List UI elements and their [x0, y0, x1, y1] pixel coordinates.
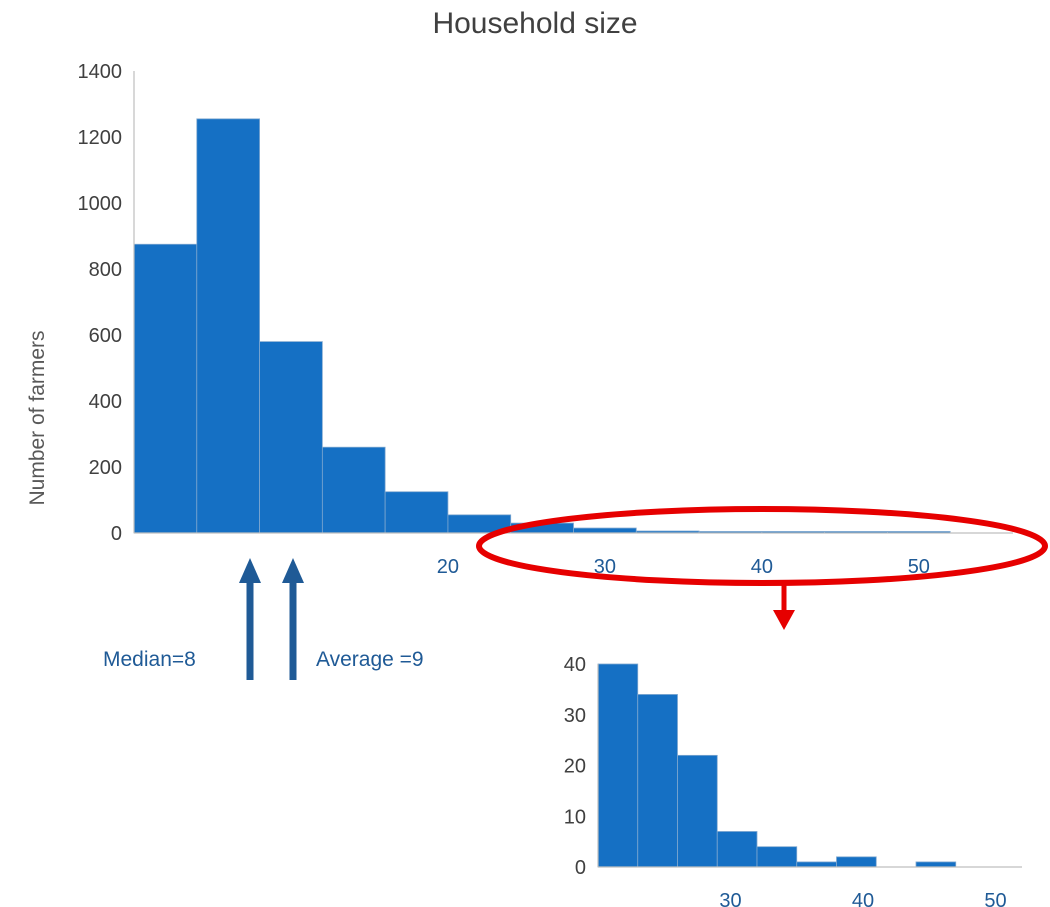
zoom-arrow [773, 583, 795, 630]
main-y-tick-label: 1000 [78, 193, 123, 215]
main-y-tick-label: 0 [111, 523, 122, 545]
main-x-tick-label: 30 [594, 556, 616, 578]
main-x-tick-label: 20 [437, 556, 459, 578]
inset-bar-1 [637, 694, 678, 868]
inset-bar-2 [677, 754, 718, 868]
average-arrow [282, 558, 304, 680]
inset-y-tick-label: 30 [564, 705, 586, 727]
inset-bar-4 [756, 846, 798, 868]
main-bar-7 [573, 527, 637, 534]
main-y-tick-label: 1200 [78, 127, 123, 149]
inset-y-ticks: 0 10 20 30 40 [564, 654, 586, 879]
chart-title: Household size [432, 7, 637, 40]
inset-x-ticks: 30 40 50 [719, 890, 1006, 907]
main-x-ticks: 20 30 40 50 [437, 556, 930, 578]
tail-highlight-ellipse [476, 506, 1048, 586]
inset-x-tick-label: 30 [719, 890, 741, 907]
main-bar-1 [196, 118, 260, 534]
median-label: Median=8 [103, 648, 196, 671]
main-x-tick-label: 40 [751, 556, 773, 578]
inset-y-tick-label: 20 [564, 756, 586, 778]
average-label: Average =9 [316, 648, 424, 671]
inset-y-tick-label: 10 [564, 806, 586, 828]
inset-y-tick-label: 0 [575, 857, 586, 879]
median-arrow [239, 558, 261, 680]
inset-bar-8 [915, 861, 957, 868]
inset-bar-0 [597, 663, 639, 868]
main-bar-0 [133, 243, 198, 534]
inset-bar-5 [796, 861, 837, 868]
main-y-tick-label: 600 [89, 325, 122, 347]
main-y-tick-label: 400 [89, 391, 122, 413]
main-y-tick-label: 1400 [78, 61, 123, 83]
inset-x-tick-label: 50 [984, 890, 1006, 907]
inset-bar-3 [716, 831, 758, 868]
inset-x-tick-label: 40 [852, 890, 874, 907]
inset-y-tick-label: 40 [564, 654, 586, 676]
main-bar-4 [384, 491, 449, 534]
main-bar-3 [321, 446, 386, 534]
main-bar-2 [259, 341, 323, 534]
y-axis-label: Number of farmers [26, 330, 49, 505]
main-y-ticks: 0 200 400 600 800 1000 1200 1400 [78, 61, 123, 545]
inset-bar-6 [836, 856, 877, 868]
main-x-tick-label: 50 [908, 556, 930, 578]
main-bars [133, 118, 951, 534]
inset-bars [597, 663, 957, 868]
main-y-tick-label: 800 [89, 259, 122, 281]
main-y-tick-label: 200 [89, 457, 122, 479]
